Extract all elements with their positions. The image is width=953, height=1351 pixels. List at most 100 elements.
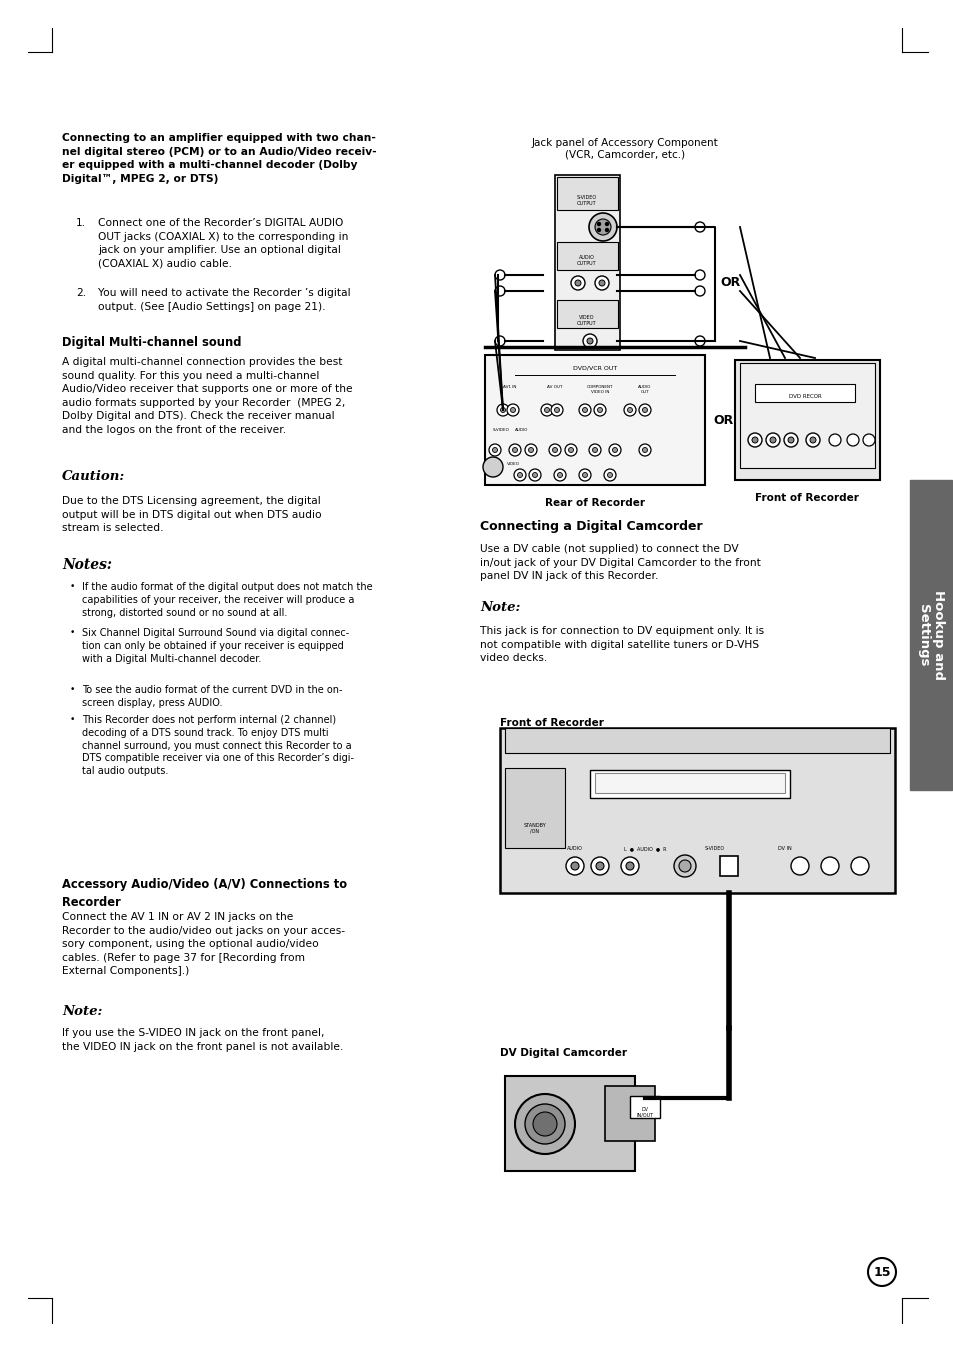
Circle shape — [595, 219, 610, 235]
Bar — [504, 728, 889, 753]
Circle shape — [805, 434, 820, 447]
Circle shape — [612, 447, 617, 453]
Circle shape — [495, 270, 504, 280]
Text: Connect one of the Recorder’s DIGITAL AUDIO
OUT jacks (COAXIAL X) to the corresp: Connect one of the Recorder’s DIGITAL AU… — [98, 218, 348, 269]
Circle shape — [510, 408, 515, 412]
Text: 15: 15 — [872, 1266, 890, 1278]
Circle shape — [533, 1112, 557, 1136]
Circle shape — [821, 857, 838, 875]
Bar — [555, 176, 619, 350]
Circle shape — [695, 336, 704, 346]
Circle shape — [846, 434, 858, 446]
Circle shape — [495, 336, 504, 346]
Text: Due to the DTS Licensing agreement, the digital
output will be in DTS digital ou: Due to the DTS Licensing agreement, the … — [62, 496, 321, 534]
Text: S-VIDEO: S-VIDEO — [493, 428, 509, 432]
Circle shape — [586, 338, 593, 345]
Text: L  ●  AUDIO  ●  R: L ● AUDIO ● R — [623, 846, 665, 851]
Circle shape — [747, 434, 761, 447]
Circle shape — [582, 473, 587, 477]
Text: VIDEO
OUTPUT: VIDEO OUTPUT — [577, 315, 597, 326]
Circle shape — [512, 447, 517, 453]
Text: VIDEO: VIDEO — [506, 462, 519, 466]
Circle shape — [850, 857, 868, 875]
Circle shape — [862, 434, 874, 446]
Text: This Recorder does not perform internal (2 channel)
decoding of a DTS sound trac: This Recorder does not perform internal … — [82, 715, 354, 777]
Circle shape — [578, 404, 590, 416]
Text: Digital Multi-channel sound: Digital Multi-channel sound — [62, 336, 241, 349]
Circle shape — [564, 444, 577, 457]
Bar — [595, 773, 784, 793]
Text: Rear of Recorder: Rear of Recorder — [544, 499, 644, 508]
Circle shape — [596, 862, 603, 870]
Text: Note:: Note: — [479, 601, 519, 613]
Text: DVD RECORDER: DVD RECORDER — [649, 785, 729, 794]
Circle shape — [554, 469, 565, 481]
Text: Six Channel Digital Surround Sound via digital connec-
tion can only be obtained: Six Channel Digital Surround Sound via d… — [82, 628, 349, 663]
Circle shape — [751, 436, 758, 443]
Text: STANDBY
/ON: STANDBY /ON — [523, 823, 546, 834]
Text: A digital multi-channel connection provides the best
sound quality. For this you: A digital multi-channel connection provi… — [62, 357, 353, 435]
Circle shape — [482, 457, 502, 477]
Circle shape — [769, 436, 775, 443]
Bar — [909, 480, 951, 790]
Circle shape — [828, 434, 841, 446]
Circle shape — [603, 469, 616, 481]
Circle shape — [673, 855, 696, 877]
Circle shape — [695, 270, 704, 280]
Bar — [557, 300, 618, 328]
Circle shape — [588, 213, 617, 240]
Bar — [499, 728, 894, 893]
Text: Notes:: Notes: — [62, 558, 112, 571]
Circle shape — [623, 404, 636, 416]
Bar — [740, 363, 874, 467]
Circle shape — [489, 444, 500, 457]
Text: OR: OR — [712, 413, 733, 427]
Circle shape — [528, 447, 533, 453]
Bar — [604, 1086, 655, 1142]
Circle shape — [492, 447, 497, 453]
Circle shape — [524, 1104, 564, 1144]
Circle shape — [867, 1258, 895, 1286]
Circle shape — [627, 408, 632, 412]
Circle shape — [551, 404, 562, 416]
Circle shape — [590, 857, 608, 875]
Text: S-VIDEO
OUTPUT: S-VIDEO OUTPUT — [577, 195, 597, 205]
Circle shape — [578, 469, 590, 481]
Bar — [734, 359, 879, 480]
Circle shape — [695, 222, 704, 232]
Text: Front of Recorder: Front of Recorder — [499, 717, 603, 728]
Text: AV1 IN: AV1 IN — [503, 385, 517, 389]
Text: Connecting to an amplifier equipped with two chan-
nel digital stereo (PCM) or t: Connecting to an amplifier equipped with… — [62, 132, 376, 184]
Circle shape — [597, 228, 599, 231]
Circle shape — [597, 408, 602, 412]
Circle shape — [783, 434, 797, 447]
Circle shape — [557, 473, 562, 477]
Text: DVD/VCR OUT: DVD/VCR OUT — [572, 365, 617, 370]
Text: Accessory Audio/Video (A/V) Connections to
Recorder: Accessory Audio/Video (A/V) Connections … — [62, 878, 347, 908]
Circle shape — [582, 334, 597, 349]
Text: Jack panel of Accessory Component
(VCR, Camcorder, etc.): Jack panel of Accessory Component (VCR, … — [531, 138, 718, 159]
Text: If you use the S-VIDEO IN jack on the front panel,
the VIDEO IN jack on the fron: If you use the S-VIDEO IN jack on the fr… — [62, 1028, 343, 1051]
Bar — [557, 242, 618, 270]
Circle shape — [582, 408, 587, 412]
Circle shape — [506, 404, 518, 416]
Bar — [557, 177, 618, 209]
Text: AV OUT: AV OUT — [547, 385, 562, 389]
Circle shape — [540, 404, 553, 416]
Circle shape — [592, 447, 597, 453]
Bar — [589, 770, 789, 798]
Text: To see the audio format of the current DVD in the on-
screen display, press AUDI: To see the audio format of the current D… — [82, 685, 342, 708]
Circle shape — [517, 473, 522, 477]
Text: S-VIDEO: S-VIDEO — [704, 846, 724, 851]
Text: OR: OR — [720, 277, 740, 289]
Circle shape — [607, 473, 612, 477]
Circle shape — [595, 276, 608, 290]
Circle shape — [625, 862, 634, 870]
Circle shape — [565, 857, 583, 875]
Circle shape — [639, 444, 650, 457]
Text: Connecting a Digital Camcorder: Connecting a Digital Camcorder — [479, 520, 702, 534]
Text: •: • — [70, 715, 75, 724]
Circle shape — [515, 1094, 575, 1154]
Circle shape — [552, 447, 557, 453]
Circle shape — [571, 862, 578, 870]
